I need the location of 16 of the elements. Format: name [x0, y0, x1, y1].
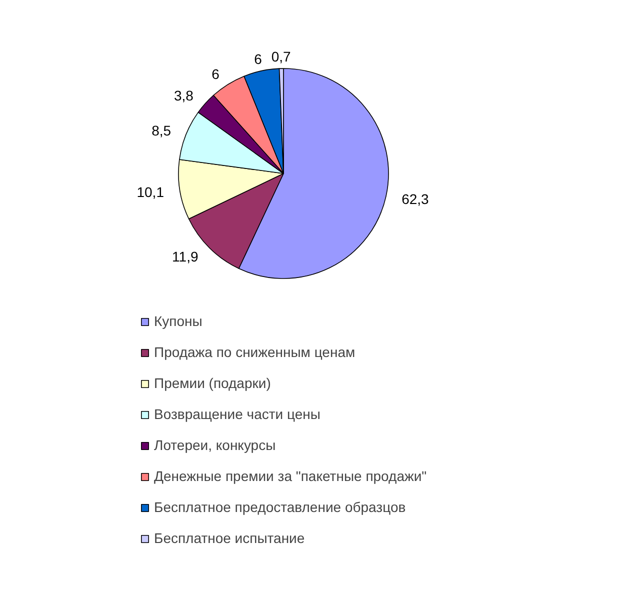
data-label: 6 — [212, 66, 220, 82]
data-label: 3,8 — [174, 87, 194, 104]
legend-label: Денежные премии за "пакетные продажи" — [154, 468, 427, 484]
legend-label: Купоны — [154, 313, 202, 329]
data-label: 0,7 — [271, 48, 292, 65]
legend-label: Лотереи, конкурсы — [154, 437, 276, 453]
legend-label: Бесплатное испытание — [154, 530, 305, 546]
legend-label: Бесплатное предоставление образцов — [154, 499, 406, 515]
data-label: 11,9 — [172, 248, 198, 265]
data-label: 6 — [254, 51, 262, 68]
legend-label: Возвращение части цены — [154, 406, 320, 422]
data-label: 62,3 — [402, 191, 430, 208]
data-label: 8,5 — [152, 122, 172, 138]
data-label: 10,1 — [136, 184, 164, 200]
legend-label: Премии (подарки) — [154, 375, 271, 391]
legend-label: Продажа по сниженным ценам — [154, 344, 356, 360]
